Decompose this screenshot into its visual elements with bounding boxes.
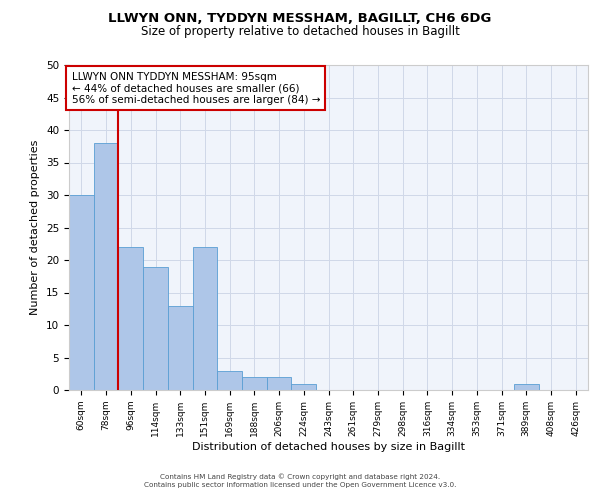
Bar (292, 384, 316, 390)
X-axis label: Distribution of detached houses by size in Bagillt: Distribution of detached houses by size … (192, 442, 465, 452)
Bar (193, 247, 217, 390)
Bar (217, 370, 242, 390)
Y-axis label: Number of detached properties: Number of detached properties (31, 140, 40, 315)
Bar (267, 377, 292, 390)
Text: Contains HM Land Registry data © Crown copyright and database right 2024.
Contai: Contains HM Land Registry data © Crown c… (144, 474, 456, 488)
Bar (118, 247, 143, 390)
Bar (94, 143, 118, 390)
Bar (242, 377, 267, 390)
Text: LLWYN ONN, TYDDYN MESSHAM, BAGILLT, CH6 6DG: LLWYN ONN, TYDDYN MESSHAM, BAGILLT, CH6 … (109, 12, 491, 26)
Bar (143, 266, 168, 390)
Bar (69, 195, 94, 390)
Bar (168, 306, 193, 390)
Text: LLWYN ONN TYDDYN MESSHAM: 95sqm
← 44% of detached houses are smaller (66)
56% of: LLWYN ONN TYDDYN MESSHAM: 95sqm ← 44% of… (71, 72, 320, 104)
Text: Size of property relative to detached houses in Bagillt: Size of property relative to detached ho… (140, 25, 460, 38)
Bar (514, 384, 539, 390)
